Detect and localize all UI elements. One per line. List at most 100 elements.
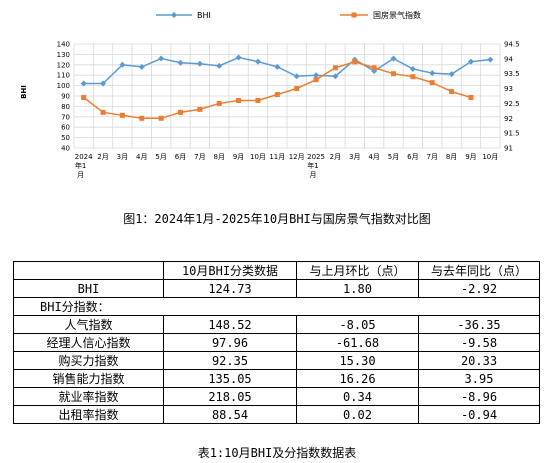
data-point-guofang xyxy=(468,94,474,100)
y-tick-label: 70 xyxy=(61,113,70,121)
x-tick-label: 3月 xyxy=(349,153,360,161)
data-point-bhi xyxy=(235,54,242,61)
x-axis-ticks: 2024 年1 月2月 3月 4月 5月 6月 7月 8月 9月 10月 11月 12月 2025 年1 月2… xyxy=(75,153,499,179)
x-tick-label: 4月 xyxy=(136,153,147,161)
data-point-guofang xyxy=(178,109,183,115)
table-cell: -0.94 xyxy=(418,405,540,424)
x-tick-label: 6月 xyxy=(175,153,186,161)
data-point-bhi xyxy=(100,80,107,87)
y-tick-label: 120 xyxy=(57,61,70,69)
y-tick-label: 60 xyxy=(61,124,70,132)
y-tick-label: 80 xyxy=(61,103,70,111)
data-point-guofang xyxy=(332,65,338,71)
chart-series xyxy=(80,54,494,121)
x-tick-label: 2月 xyxy=(97,153,108,161)
data-point-bhi xyxy=(119,61,126,68)
table-cell: 16.26 xyxy=(296,369,419,388)
data-point-bhi xyxy=(429,70,436,77)
data-point-guofang xyxy=(429,80,435,86)
data-point-guofang xyxy=(236,97,242,103)
table-cell-label: 销售能力指数 xyxy=(13,369,164,388)
y2-tick-label: 93 xyxy=(504,85,513,93)
y-tick-label: 90 xyxy=(61,93,70,101)
x-tick-label: 10月 xyxy=(250,153,266,161)
table-cell-label: 出租率指数 xyxy=(13,405,164,424)
table-cell: 92.35 xyxy=(163,351,297,370)
subindex-table: 10月BHI分类数据 与上月环比（点） 与去年同比（点） BHI 124.73 … xyxy=(13,261,540,424)
table-subindex-title: BHI分指数： xyxy=(13,297,540,316)
table-cell: -2.92 xyxy=(418,279,540,298)
chart-legend: BHI 国房景气指数 xyxy=(156,10,421,20)
table-header-row: 10月BHI分类数据 与上月环比（点） 与去年同比（点） xyxy=(13,261,540,280)
x-tick-label: 10月 xyxy=(482,153,498,161)
table-cell-label: 经理人信心指数 xyxy=(13,333,164,352)
table-row-bhi: BHI 124.73 1.80 -2.92 xyxy=(13,279,540,298)
y2-tick-label: 92 xyxy=(504,115,513,123)
table-cell: 218.05 xyxy=(163,387,297,406)
data-point-guofang xyxy=(352,59,358,65)
data-point-bhi xyxy=(332,73,339,80)
data-point-guofang xyxy=(158,115,164,121)
data-point-bhi xyxy=(216,62,223,69)
x-tick-label: 3月 xyxy=(117,153,128,161)
data-point-bhi xyxy=(158,55,165,62)
data-point-guofang xyxy=(197,106,203,112)
table-cell: -8.05 xyxy=(296,315,419,334)
data-point-bhi xyxy=(487,56,494,63)
table-row-subindex-title: BHI分指数： xyxy=(13,297,540,316)
data-point-guofang xyxy=(139,115,145,121)
table-cell: 124.73 xyxy=(163,279,297,298)
table-row: 出租率指数 88.54 0.02 -0.94 xyxy=(13,405,540,424)
x-tick-label: 11月 xyxy=(269,153,285,161)
left-axis-ticks: 40 50 60 70 80 90 100 110 120 130 140 xyxy=(57,41,70,153)
table-row: 就业率指数 218.05 0.34 -8.96 xyxy=(13,387,540,406)
table-header-cell: 10月BHI分类数据 xyxy=(163,261,297,280)
table-header-cell: 与上月环比（点） xyxy=(296,261,419,280)
legend-label-guofang: 国房景气指数 xyxy=(373,10,421,20)
data-point-guofang xyxy=(81,94,87,100)
table-cell-label: 就业率指数 xyxy=(13,387,164,406)
y-tick-label: 110 xyxy=(57,72,70,80)
table-row: 经理人信心指数 97.96 -61.68 -9.58 xyxy=(13,333,540,352)
y2-tick-label: 94.5 xyxy=(504,41,520,49)
data-point-guofang xyxy=(391,71,396,77)
y2-tick-label: 93.5 xyxy=(504,70,520,78)
data-point-guofang xyxy=(100,109,106,115)
data-point-bhi xyxy=(293,73,300,80)
table-cell-label: 人气指数 xyxy=(13,315,164,334)
data-point-guofang xyxy=(313,77,319,83)
right-axis-ticks: 91 91.5 92 92.5 93 93.5 94 94.5 xyxy=(504,41,520,153)
x-tick-label: 5月 xyxy=(155,153,166,161)
x-tick-label: 7月 xyxy=(194,153,205,161)
x-tick-label: 6月 xyxy=(407,153,418,161)
data-point-guofang xyxy=(449,89,455,95)
bhi-comparison-chart: BHI 国房景气指数 40 50 60 70 80 90 100 110 120 130 140 9… xyxy=(20,10,520,179)
y-tick-label: 100 xyxy=(57,82,70,90)
table-cell: 3.95 xyxy=(418,369,540,388)
table-row: 购买力指数 92.35 15.30 20.33 xyxy=(13,351,540,370)
data-point-guofang xyxy=(371,65,377,71)
data-point-guofang xyxy=(274,92,280,98)
y2-tick-label: 92.5 xyxy=(504,100,520,108)
y-axis-label: BHI xyxy=(20,85,28,99)
table-cell: 20.33 xyxy=(418,351,540,370)
y-tick-label: 140 xyxy=(57,41,70,49)
data-point-bhi xyxy=(313,72,320,79)
data-point-guofang xyxy=(216,100,222,106)
x-tick-label: 2025 年1 月 xyxy=(307,153,325,179)
table-cell: 0.02 xyxy=(296,405,419,424)
figure-caption: 图1：2024年1月-2025年10月BHI与国房景气指数对比图 xyxy=(123,212,431,226)
x-tick-label: 9月 xyxy=(465,153,476,161)
y-tick-label: 40 xyxy=(61,145,70,153)
table-cell-label: BHI xyxy=(13,279,164,298)
y2-tick-label: 91.5 xyxy=(504,130,520,138)
x-tick-label: 7月 xyxy=(426,153,437,161)
table-caption: 表1:10月BHI及分指数数据表 xyxy=(197,446,357,460)
data-point-bhi xyxy=(196,60,203,67)
legend-entry-guofang: 国房景气指数 xyxy=(340,10,421,20)
table-row: 销售能力指数 135.05 16.26 3.95 xyxy=(13,369,540,388)
table-cell: 0.34 xyxy=(296,387,419,406)
table-cell-label: 购买力指数 xyxy=(13,351,164,370)
data-point-bhi xyxy=(254,58,261,65)
y2-tick-label: 91 xyxy=(504,145,513,153)
